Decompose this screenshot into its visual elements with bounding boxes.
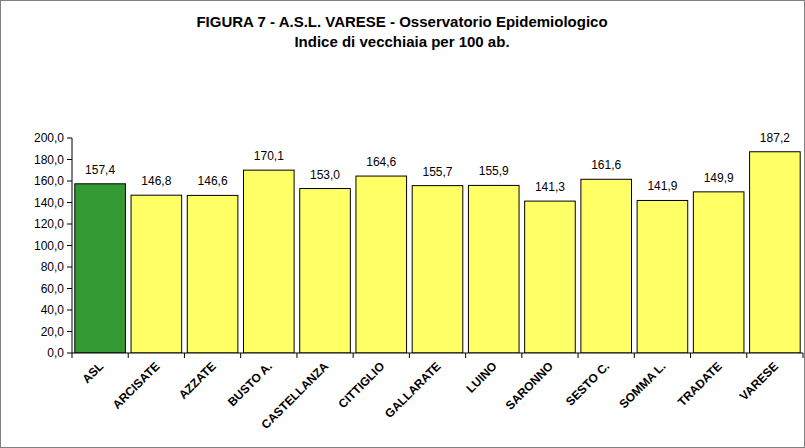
y-axis: 0,0 20,0 40,0 60,0 80,0 100,0 120,0 140,0 160,0 1…: [34, 131, 72, 360]
y-tick: [67, 331, 72, 332]
y-tick: [67, 224, 72, 225]
x-tick-label: AZZATE: [176, 359, 219, 402]
y-tick-label: 180,0: [34, 153, 64, 167]
data-label: 146,6: [198, 174, 228, 188]
x-tick-label: ARCISATE: [110, 359, 163, 412]
y-tick-label: 200,0: [34, 131, 64, 145]
x-tick: [128, 353, 129, 358]
data-label: 157,4: [85, 163, 115, 177]
data-label: 153,0: [310, 168, 340, 182]
bar: [525, 201, 576, 353]
data-label: 141,3: [535, 180, 565, 194]
y-tick-label: 120,0: [34, 217, 64, 231]
y-tick: [67, 181, 72, 182]
data-label: 149,9: [704, 171, 734, 185]
bar: [412, 186, 463, 353]
bar: [581, 179, 632, 353]
x-tick: [72, 353, 73, 358]
background: [1, 1, 805, 448]
y-tick: [67, 310, 72, 311]
y-tick-label: 0,0: [47, 346, 64, 360]
x-tick-label: SESTO C.: [563, 359, 612, 408]
subtitle: Indice di vecchiaia per 100 ab.: [294, 33, 509, 50]
data-label: 141,9: [647, 179, 677, 193]
y-tick: [67, 245, 72, 246]
data-label: 170,1: [254, 149, 284, 163]
x-tick: [465, 353, 466, 358]
bar: [468, 185, 519, 353]
y-tick: [67, 353, 72, 354]
x-tick: [184, 353, 185, 358]
data-label: 155,7: [422, 165, 452, 179]
data-label: 164,6: [366, 155, 396, 169]
y-tick-label: 60,0: [41, 282, 65, 296]
x-tick: [634, 353, 635, 358]
x-tick: [409, 353, 410, 358]
bar: [637, 200, 688, 353]
x-tick-label: LUINO: [464, 359, 500, 395]
data-label: 146,8: [141, 174, 171, 188]
x-tick-label: VARESE: [737, 359, 781, 403]
title: FIGURA 7 - A.S.L. VARESE - Osservatorio …: [196, 13, 607, 30]
y-tick: [67, 267, 72, 268]
y-tick: [67, 138, 72, 139]
y-tick: [67, 288, 72, 289]
x-tick: [353, 353, 354, 358]
x-tick-label: SOMMA L.: [617, 359, 669, 411]
x-axis-line: [72, 353, 803, 354]
x-tick-label: BUSTO A.: [225, 359, 275, 409]
x-tick-label: GALLARATE: [382, 359, 444, 421]
bar: [75, 184, 126, 353]
data-label: 187,2: [760, 131, 790, 145]
x-axis: ASLARCISATE AZZATEBUSTO A.CASTELLANZACITT…: [79, 359, 781, 432]
x-tick-label: CITTIGLIO: [336, 359, 388, 411]
bar: [131, 195, 182, 353]
bar: [300, 189, 351, 353]
bar: [750, 152, 801, 353]
bars: [75, 152, 800, 353]
x-tick-label: ASL: [79, 359, 106, 386]
bar: [356, 176, 407, 353]
bar: [693, 192, 744, 353]
x-tick: [578, 353, 579, 358]
x-tick: [803, 353, 804, 358]
x-tick: [521, 353, 522, 358]
y-axis-line: [72, 138, 73, 353]
y-tick-label: 160,0: [34, 174, 64, 188]
y-tick: [67, 202, 72, 203]
y-tick-label: 80,0: [41, 260, 65, 274]
x-tick: [746, 353, 747, 358]
y-tick-label: 20,0: [41, 325, 65, 339]
x-tick-label: SARONNO: [503, 359, 556, 412]
y-tick-label: 100,0: [34, 239, 64, 253]
data-label: 161,6: [591, 158, 621, 172]
bar: [187, 195, 238, 353]
data-labels: 157,4 146,8 146,6 170,1 153,0 164,6 155,7 155,9…: [85, 131, 790, 194]
y-tick-label: 40,0: [41, 303, 65, 317]
y-tick-label: 140,0: [34, 196, 64, 210]
bar: [244, 170, 295, 353]
x-tick-label: TRADATE: [675, 359, 725, 409]
data-label: 155,9: [479, 164, 509, 178]
y-tick: [67, 159, 72, 160]
x-tick: [296, 353, 297, 358]
x-tick: [240, 353, 241, 358]
x-tick: [690, 353, 691, 358]
x-tick-label: CASTELLANZA: [259, 359, 332, 432]
chart: FIGURA 7 - A.S.L. VARESE - Osservatorio …: [0, 0, 805, 448]
